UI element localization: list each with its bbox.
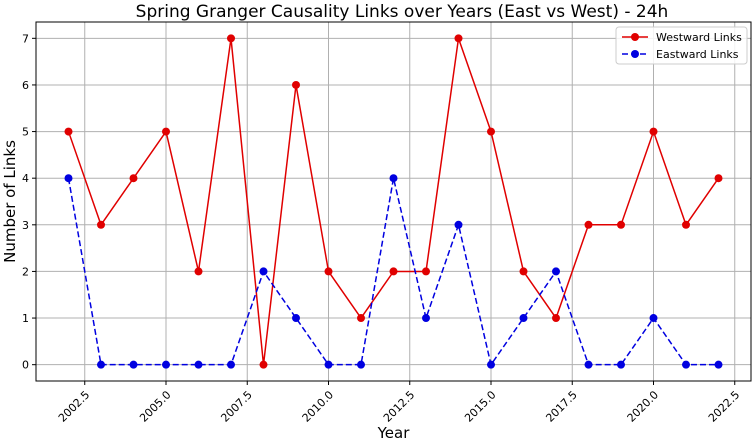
data-point [324, 267, 333, 276]
data-point [454, 34, 463, 43]
x-axis-label: Year [377, 424, 411, 441]
x-tick-label: 2005.0 [137, 388, 173, 424]
x-tick-label: 2002.5 [56, 388, 92, 424]
data-point [97, 220, 105, 229]
chart-title: Spring Granger Causality Links over Year… [136, 2, 669, 22]
data-point [129, 360, 138, 369]
data-point [454, 220, 463, 229]
data-point [324, 360, 333, 369]
series-westward [64, 34, 723, 369]
grid [36, 22, 751, 381]
data-point [714, 174, 723, 183]
x-tick-label: 2012.5 [381, 388, 417, 424]
x-tick-label: 2007.5 [218, 388, 254, 424]
legend: Westward Links Eastward Links [615, 26, 748, 65]
y-tick-label: 6 [22, 79, 29, 92]
legend-marker [631, 33, 639, 41]
data-point [292, 80, 300, 89]
data-point [552, 267, 560, 276]
data-point [227, 360, 235, 369]
y-tick-label: 0 [22, 359, 29, 372]
data-point [259, 360, 268, 369]
x-tick-label: 2010.0 [300, 388, 336, 424]
data-point [357, 314, 365, 323]
y-tick-label: 1 [22, 312, 29, 325]
x-tick-label: 2017.5 [543, 388, 579, 424]
y-axis-label: Number of Links [1, 140, 19, 263]
data-point [227, 34, 235, 43]
y-tick-label: 2 [22, 265, 29, 278]
data-point [97, 360, 105, 369]
data-point [682, 220, 690, 229]
data-point [682, 360, 690, 369]
data-point [194, 360, 203, 369]
data-point [389, 267, 398, 276]
data-point [162, 127, 170, 136]
y-tick-label: 4 [22, 172, 29, 185]
data-point [129, 174, 138, 183]
x-tick-label: 2022.5 [706, 388, 742, 424]
plot-frame [35, 21, 752, 382]
data-point [389, 174, 398, 183]
data-point [649, 127, 658, 136]
data-point [357, 360, 365, 369]
series-eastward [64, 174, 723, 369]
legend-label: Eastward Links [656, 48, 739, 61]
data-point [519, 267, 528, 276]
x-tick-label: 2015.0 [462, 388, 498, 424]
data-point [422, 314, 430, 323]
y-tick-label: 3 [22, 219, 29, 232]
data-point [617, 360, 625, 369]
data-point [552, 314, 560, 323]
data-point [649, 314, 658, 323]
data-point [714, 360, 723, 369]
data-point [584, 220, 593, 229]
data-point [194, 267, 203, 276]
data-point [162, 360, 170, 369]
y-tick-label: 5 [22, 126, 29, 139]
legend-marker [631, 50, 639, 58]
y-tick-label: 7 [22, 32, 29, 45]
series-line [67, 178, 719, 367]
legend-box [615, 26, 748, 65]
data-point [259, 267, 268, 276]
data-point [487, 127, 495, 136]
x-tick-label: 2020.0 [625, 388, 661, 424]
data-point [64, 174, 73, 183]
data-point [422, 267, 430, 276]
data-point [617, 220, 625, 229]
data-point [64, 127, 73, 136]
legend-label: Westward Links [656, 31, 742, 44]
plot-series [64, 34, 723, 369]
data-point [584, 360, 593, 369]
data-point [487, 360, 495, 369]
data-point [292, 314, 300, 323]
data-point [519, 314, 528, 323]
